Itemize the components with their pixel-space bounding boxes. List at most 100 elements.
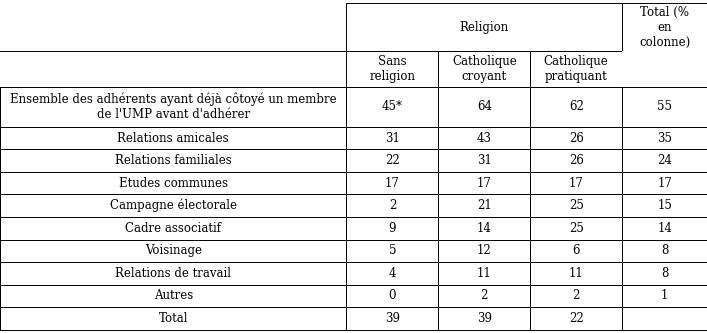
Text: 11: 11 bbox=[569, 267, 583, 280]
Text: Relations amicales: Relations amicales bbox=[117, 132, 229, 145]
Text: 0: 0 bbox=[389, 289, 396, 302]
Text: 17: 17 bbox=[477, 177, 492, 190]
Bar bbox=[622, 217, 707, 239]
Bar bbox=[530, 51, 622, 87]
Bar bbox=[346, 127, 438, 150]
Bar bbox=[0, 150, 346, 172]
Bar bbox=[0, 3, 346, 51]
Text: Cadre associatif: Cadre associatif bbox=[125, 222, 221, 235]
Bar bbox=[0, 262, 346, 285]
Text: 2: 2 bbox=[573, 289, 580, 302]
Bar bbox=[622, 3, 707, 51]
Bar bbox=[438, 217, 530, 239]
Bar bbox=[530, 285, 622, 307]
Text: 31: 31 bbox=[477, 154, 492, 167]
Bar bbox=[0, 194, 346, 217]
Bar bbox=[438, 194, 530, 217]
Text: 1: 1 bbox=[661, 289, 668, 302]
Text: Total: Total bbox=[158, 312, 188, 325]
Text: Voisinage: Voisinage bbox=[145, 244, 201, 257]
Bar bbox=[622, 150, 707, 172]
Bar bbox=[438, 262, 530, 285]
Bar bbox=[346, 51, 438, 87]
Bar bbox=[622, 51, 707, 87]
Bar bbox=[530, 87, 622, 127]
Bar bbox=[346, 307, 438, 330]
Bar bbox=[622, 194, 707, 217]
Bar bbox=[530, 127, 622, 150]
Text: 17: 17 bbox=[385, 177, 400, 190]
Bar bbox=[346, 172, 438, 194]
Text: Ensemble des adhérents ayant déjà côtoyé un membre
de l'UMP avant d'adhérer: Ensemble des adhérents ayant déjà côtoyé… bbox=[10, 93, 337, 121]
Bar bbox=[346, 239, 438, 262]
Bar bbox=[438, 172, 530, 194]
Text: 12: 12 bbox=[477, 244, 491, 257]
Bar bbox=[0, 307, 346, 330]
Text: 8: 8 bbox=[661, 267, 668, 280]
Bar bbox=[530, 262, 622, 285]
Text: 6: 6 bbox=[573, 244, 580, 257]
Text: Relations de travail: Relations de travail bbox=[115, 267, 231, 280]
Text: 45*: 45* bbox=[382, 100, 403, 113]
Bar bbox=[346, 150, 438, 172]
Bar bbox=[530, 307, 622, 330]
Text: Campagne électorale: Campagne électorale bbox=[110, 199, 237, 212]
Text: 15: 15 bbox=[657, 199, 672, 212]
Bar bbox=[346, 87, 438, 127]
Text: 2: 2 bbox=[389, 199, 396, 212]
Text: 35: 35 bbox=[657, 132, 672, 145]
Bar bbox=[346, 262, 438, 285]
Text: Etudes communes: Etudes communes bbox=[119, 177, 228, 190]
Text: 43: 43 bbox=[477, 132, 492, 145]
Bar bbox=[530, 217, 622, 239]
Bar bbox=[622, 285, 707, 307]
Text: 4: 4 bbox=[389, 267, 396, 280]
Text: 9: 9 bbox=[389, 222, 396, 235]
Bar bbox=[438, 87, 530, 127]
Text: 14: 14 bbox=[477, 222, 492, 235]
Text: Catholique
croyant: Catholique croyant bbox=[452, 55, 517, 83]
Text: Religion: Religion bbox=[460, 21, 509, 34]
Text: Relations familiales: Relations familiales bbox=[115, 154, 232, 167]
Text: 17: 17 bbox=[657, 177, 672, 190]
Text: Sans
religion: Sans religion bbox=[369, 55, 416, 83]
Bar bbox=[346, 217, 438, 239]
Bar bbox=[622, 239, 707, 262]
Bar bbox=[0, 127, 346, 150]
Bar bbox=[0, 87, 346, 127]
Bar bbox=[0, 285, 346, 307]
Text: 11: 11 bbox=[477, 267, 491, 280]
Bar bbox=[0, 172, 346, 194]
Text: Total (%
en
colonne): Total (% en colonne) bbox=[639, 6, 690, 49]
Bar bbox=[622, 262, 707, 285]
Text: 25: 25 bbox=[568, 222, 584, 235]
Text: 24: 24 bbox=[657, 154, 672, 167]
Text: Catholique
pratiquant: Catholique pratiquant bbox=[544, 55, 609, 83]
Bar bbox=[530, 150, 622, 172]
Text: 39: 39 bbox=[477, 312, 492, 325]
Text: 14: 14 bbox=[657, 222, 672, 235]
Bar bbox=[530, 239, 622, 262]
Text: Autres: Autres bbox=[153, 289, 193, 302]
Bar bbox=[622, 172, 707, 194]
Bar bbox=[622, 87, 707, 127]
Text: 62: 62 bbox=[568, 100, 584, 113]
Text: 64: 64 bbox=[477, 100, 492, 113]
Bar bbox=[438, 307, 530, 330]
Text: 31: 31 bbox=[385, 132, 400, 145]
Bar bbox=[438, 285, 530, 307]
Text: 26: 26 bbox=[568, 132, 584, 145]
Bar bbox=[0, 51, 346, 87]
Text: 2: 2 bbox=[481, 289, 488, 302]
Bar bbox=[346, 3, 622, 51]
Bar bbox=[530, 172, 622, 194]
Text: 39: 39 bbox=[385, 312, 400, 325]
Bar bbox=[530, 194, 622, 217]
Text: 17: 17 bbox=[568, 177, 584, 190]
Bar bbox=[0, 239, 346, 262]
Bar bbox=[622, 127, 707, 150]
Bar bbox=[346, 285, 438, 307]
Bar bbox=[438, 127, 530, 150]
Bar bbox=[0, 217, 346, 239]
Text: 5: 5 bbox=[389, 244, 396, 257]
